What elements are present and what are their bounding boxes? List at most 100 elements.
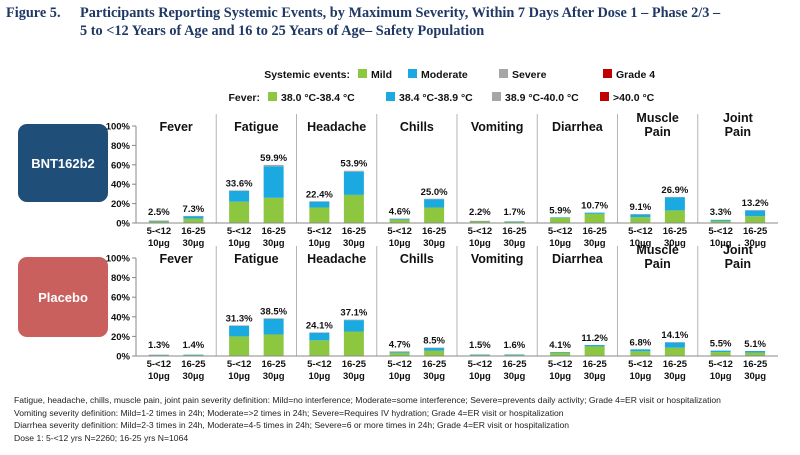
group-label-dose: 10µg: [308, 371, 330, 382]
group-label-age: 16-25: [422, 359, 447, 370]
group-label-age: 5-<12: [628, 226, 653, 237]
bar-segment-severe: [183, 215, 204, 217]
group-label-age: 16-25: [261, 226, 286, 237]
y-tick-label: 40%: [111, 180, 131, 191]
group-label-dose: 10µg: [549, 238, 571, 249]
group-label-age: 5-<12: [307, 226, 332, 237]
group-label-age: 16-25: [181, 359, 206, 370]
data-label: 38.5%: [260, 306, 287, 317]
bar-segment-moderate: [745, 351, 766, 353]
group-label-dose: 10µg: [228, 238, 250, 249]
group-label-age: 5-<12: [387, 226, 412, 237]
legend-systemic-label: Systemic events:: [264, 69, 350, 81]
category-title: Headache: [307, 252, 366, 266]
bar-segment-severe: [630, 214, 651, 215]
group-label-dose: 30µg: [744, 371, 766, 382]
bar-segment-moderate: [263, 166, 284, 198]
category-title: Fatigue: [234, 120, 278, 134]
legend-item: Mild: [371, 69, 392, 81]
category-title: Diarrhea: [552, 120, 604, 134]
data-label: 7.3%: [183, 204, 205, 215]
data-label: 11.2%: [581, 333, 608, 344]
group-label-dose: 30µg: [584, 238, 606, 249]
legend-swatch: [499, 69, 508, 78]
y-tick-label: 100%: [106, 254, 131, 265]
group-label-dose: 30µg: [503, 238, 525, 249]
group-label-age: 5-<12: [548, 359, 573, 370]
bar-segment-moderate: [424, 199, 445, 208]
group-label-age: 5-<12: [468, 359, 493, 370]
bar-segment-mild: [263, 334, 284, 356]
data-label: 37.1%: [340, 308, 367, 319]
y-tick-label: 0%: [116, 219, 130, 230]
bar-segment-severe: [309, 201, 330, 202]
footnote-4: Dose 1: 5-<12 yrs N=2260; 16-25 yrs N=10…: [14, 432, 189, 443]
group-label-dose: 10µg: [308, 238, 330, 249]
category-title: Headache: [307, 120, 366, 134]
data-label: 59.9%: [260, 153, 287, 164]
bar-segment-severe: [263, 164, 284, 167]
category-title: Muscle: [636, 243, 678, 257]
group-label-age: 16-25: [342, 226, 367, 237]
bar-segment-mild: [664, 210, 685, 223]
bar-segment-mild: [584, 346, 605, 356]
bar-segment-severe: [469, 220, 490, 222]
bar-segment-severe: [664, 196, 685, 198]
bar-segment-moderate: [710, 219, 731, 221]
bar-segment-severe: [745, 210, 766, 211]
data-label: 1.5%: [469, 340, 491, 351]
group-label-age: 16-25: [342, 359, 367, 370]
bar-segment-mild: [745, 216, 766, 223]
group-label-dose: 10µg: [148, 371, 170, 382]
data-label: 1.6%: [504, 340, 526, 351]
group-label-dose: 10µg: [710, 371, 732, 382]
panel-label-box: [18, 257, 108, 337]
bar-segment-moderate: [630, 349, 651, 352]
group-label-age: 16-25: [422, 226, 447, 237]
bar-segment-moderate: [183, 354, 204, 356]
data-label: 25.0%: [421, 187, 448, 198]
legend-item: Grade 4: [616, 69, 655, 81]
y-tick-label: 20%: [111, 332, 131, 343]
figure-label: Figure 5.: [6, 5, 61, 21]
legend-fever-label: Fever:: [228, 92, 260, 104]
group-label-dose: 10µg: [228, 371, 250, 382]
y-tick-label: 100%: [106, 122, 131, 133]
data-label: 8.5%: [423, 336, 445, 347]
bar-segment-moderate: [309, 201, 330, 208]
bar-segment-mild: [424, 350, 445, 356]
legend-item: 38.0 °C-38.4 °C: [281, 92, 355, 104]
bar-segment-mild: [664, 347, 685, 356]
data-label: 14.1%: [661, 330, 688, 341]
category-title: Fever: [159, 120, 192, 134]
data-label: 9.1%: [630, 202, 652, 213]
bar-segment-moderate: [309, 332, 330, 341]
y-tick-label: 80%: [111, 141, 131, 152]
group-label-age: 5-<12: [227, 226, 252, 237]
data-label: 1.3%: [148, 340, 170, 351]
data-label: 2.2%: [469, 207, 491, 218]
group-label-age: 5-<12: [147, 226, 172, 237]
y-tick-label: 80%: [111, 273, 131, 284]
group-label-dose: 30µg: [664, 238, 686, 249]
group-label-age: 16-25: [181, 226, 206, 237]
data-label: 5.9%: [549, 205, 571, 216]
group-label-age: 5-<12: [708, 359, 733, 370]
footnote-1: Fatigue, headache, chills, muscle pain, …: [14, 395, 721, 405]
bar-segment-mild: [710, 220, 731, 223]
category-title: Fever: [159, 252, 192, 266]
figure-title-line2: 5 to <12 Years of Age and 16 to 25 Years…: [80, 23, 485, 39]
data-label: 1.7%: [504, 207, 526, 218]
group-label-dose: 30µg: [744, 238, 766, 249]
bar-segment-moderate: [389, 218, 410, 220]
group-label-dose: 10µg: [549, 371, 571, 382]
data-label: 4.1%: [549, 340, 571, 351]
y-tick-label: 0%: [116, 352, 130, 363]
bar-segment-moderate: [584, 212, 605, 214]
group-label-dose: 30µg: [343, 371, 365, 382]
category-title: Vomiting: [471, 252, 524, 266]
group-label-dose: 10µg: [469, 371, 491, 382]
bar-segment-severe: [343, 170, 364, 172]
bar-segment-moderate: [183, 216, 204, 219]
